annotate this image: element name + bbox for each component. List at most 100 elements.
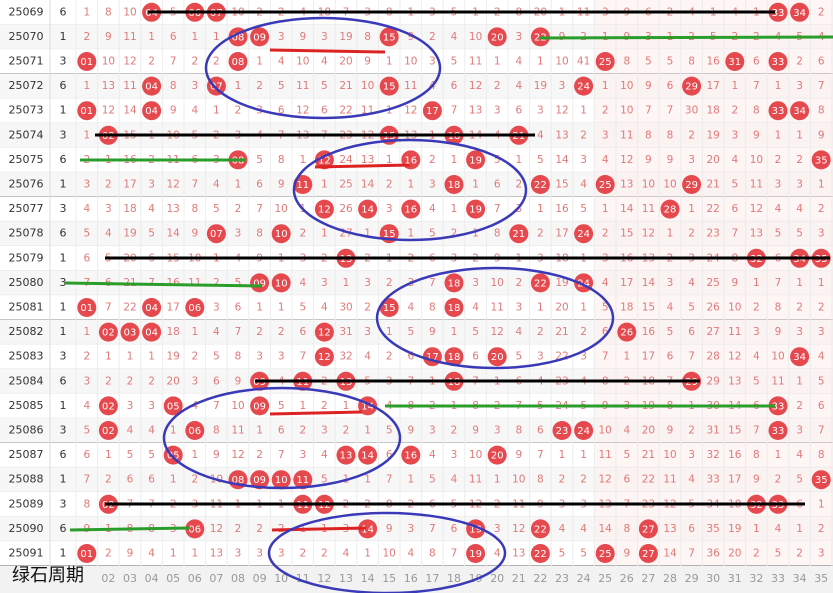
column-header: 26 — [620, 572, 634, 585]
miss-count: 8 — [256, 228, 263, 240]
miss-count: 2 — [818, 6, 825, 18]
miss-count: 7 — [818, 425, 825, 437]
miss-count: 12 — [469, 80, 482, 92]
ball-number: 10 — [275, 229, 288, 240]
miss-count: 7 — [753, 425, 760, 437]
miss-count: 3 — [818, 228, 825, 240]
miss-count: 16 — [555, 203, 569, 215]
miss-count: 1 — [731, 80, 738, 92]
issue: 25086 — [9, 424, 44, 437]
ball — [185, 421, 205, 440]
ball — [530, 175, 550, 194]
ball — [790, 2, 810, 22]
miss-count: 2 — [148, 56, 155, 68]
ball — [379, 27, 399, 47]
miss-count: 5 — [278, 80, 285, 92]
miss-count: 5 — [321, 474, 328, 486]
miss-count: 5 — [796, 474, 803, 486]
miss-count: 24 — [339, 154, 353, 166]
miss-count: 10 — [599, 425, 612, 437]
miss-count: 2 — [818, 523, 825, 535]
miss-count: 13 — [750, 228, 763, 240]
miss-count: 4 — [213, 179, 220, 191]
miss-count: 5 — [429, 474, 436, 486]
count: 1 — [60, 547, 67, 560]
ball-number: 05 — [167, 401, 180, 412]
miss-count: 2 — [580, 129, 587, 141]
ball — [682, 76, 702, 96]
miss-count: 4 — [775, 523, 782, 535]
miss-count: 30 — [685, 105, 698, 117]
miss-count: 7 — [256, 203, 263, 215]
ball — [422, 101, 442, 121]
miss-count: 9 — [472, 425, 479, 437]
miss-count: 3 — [235, 228, 242, 240]
miss-count: 1 — [537, 56, 544, 68]
ball — [120, 322, 140, 342]
miss-count: 3 — [83, 179, 90, 191]
miss-count: 4 — [494, 548, 501, 560]
ball-number: 15 — [383, 303, 396, 314]
miss-count: 4 — [775, 203, 782, 215]
miss-count: 9 — [407, 31, 414, 43]
ball-number: 12 — [318, 352, 331, 363]
ball — [660, 199, 680, 219]
miss-count: 8 — [235, 351, 242, 363]
ball — [401, 445, 421, 465]
ball-number: 21 — [512, 229, 525, 240]
issue: 25072 — [9, 79, 44, 92]
miss-count: 10 — [296, 56, 309, 68]
ball-number: 33 — [772, 8, 785, 19]
miss-count: 22 — [642, 474, 655, 486]
ball-number: 20 — [491, 352, 504, 363]
miss-count: 1 — [386, 56, 393, 68]
miss-count: 1 — [235, 80, 242, 92]
miss-count: 8 — [623, 523, 630, 535]
miss-count: 12 — [167, 179, 180, 191]
miss-count: 33 — [707, 474, 720, 486]
issue: 25071 — [9, 55, 44, 68]
ball — [574, 421, 594, 440]
miss-count: 1 — [580, 302, 587, 314]
ball-number: 13 — [340, 451, 353, 462]
miss-count: 13 — [210, 548, 223, 560]
column-header: 21 — [512, 572, 526, 585]
miss-count: 1 — [148, 31, 155, 43]
miss-count: 13 — [512, 548, 525, 560]
ball-number: 14 — [361, 524, 374, 535]
miss-count: 1 — [170, 474, 177, 486]
issue: 25069 — [9, 5, 44, 18]
miss-count: 6 — [602, 326, 609, 338]
miss-count: 17 — [555, 228, 568, 240]
ball — [314, 199, 334, 219]
miss-count: 4 — [667, 302, 674, 314]
right-zone — [594, 147, 833, 173]
miss-count: 10 — [469, 31, 482, 43]
ball — [466, 199, 486, 219]
miss-count: 4 — [364, 351, 371, 363]
ball-number: 09 — [253, 475, 266, 486]
column-header: 12 — [317, 572, 331, 585]
ball — [768, 101, 788, 121]
miss-count: 10 — [663, 179, 676, 191]
miss-count: 1 — [559, 449, 566, 461]
column-header: 30 — [706, 572, 720, 585]
ball-number: 24 — [577, 82, 590, 93]
miss-count: 14 — [555, 154, 569, 166]
count: 1 — [60, 301, 67, 314]
miss-count: 1 — [170, 425, 177, 437]
miss-count: 1 — [580, 105, 587, 117]
ball-number: 08 — [232, 57, 245, 68]
ball — [466, 150, 486, 170]
ball-number: 28 — [664, 205, 677, 216]
ball-number: 15 — [383, 82, 396, 93]
ball-number: 24 — [577, 229, 590, 240]
miss-count: 2 — [429, 31, 436, 43]
miss-count: 6 — [515, 105, 522, 117]
miss-count: 1 — [148, 351, 155, 363]
miss-count: 1 — [343, 277, 350, 289]
miss-count: 10 — [231, 400, 244, 412]
miss-count: 7 — [494, 203, 501, 215]
miss-count: 2 — [256, 523, 263, 535]
miss-count: 1 — [386, 154, 393, 166]
